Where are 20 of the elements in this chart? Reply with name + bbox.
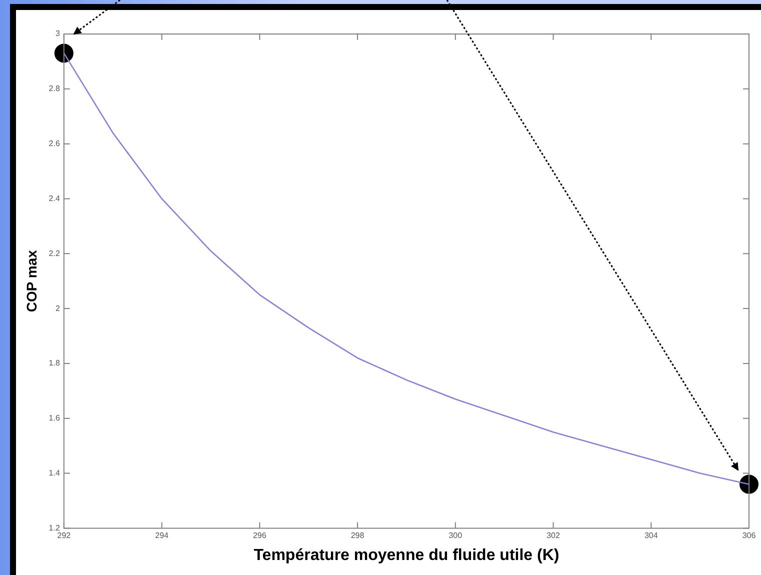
x-tick-label: 298 [350, 531, 365, 540]
y-tick-label: 2.8 [48, 84, 60, 94]
y-axis-title: COP max [23, 250, 40, 312]
y-tick-label: 2.6 [48, 139, 60, 148]
x-tick-label: 300 [448, 531, 463, 540]
y-tick-label: 1.8 [48, 358, 60, 368]
y-tick-label: 3 [55, 29, 60, 38]
y-tick-label: 1.2 [48, 523, 60, 532]
x-tick-label: 296 [252, 531, 267, 540]
x-tick-label: 292 [57, 531, 72, 540]
x-tick-label: 304 [644, 531, 658, 540]
y-tick-label: 2.2 [48, 248, 60, 258]
y-tick-label: 2 [55, 304, 60, 313]
x-tick-label: 294 [155, 531, 170, 540]
y-tick-label: 1.6 [48, 414, 60, 423]
y-tick-label: 1.4 [48, 468, 60, 478]
x-tick-label: 302 [546, 531, 560, 540]
x-axis-title: Température moyenne du fluide utile (K) [254, 546, 560, 564]
y-tick-label: 2.4 [48, 194, 60, 203]
x-tick-label: 306 [742, 531, 756, 540]
